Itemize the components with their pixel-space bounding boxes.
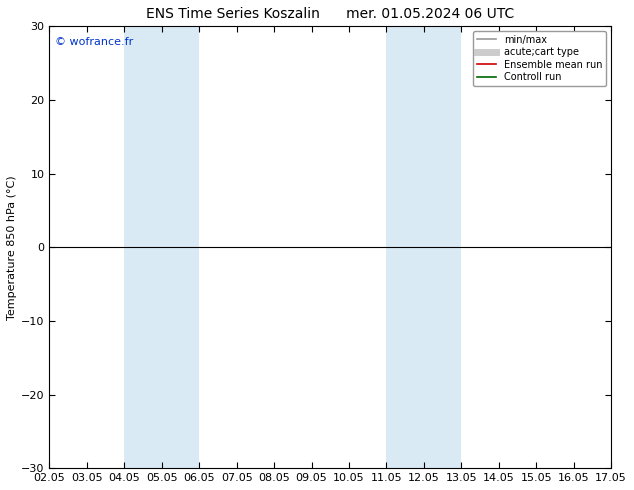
Text: © wofrance.fr: © wofrance.fr	[55, 37, 133, 48]
Y-axis label: Temperature 850 hPa (°C): Temperature 850 hPa (°C)	[7, 175, 17, 319]
Bar	[124, 26, 162, 468]
Bar	[387, 26, 424, 468]
Legend: min/max, acute;cart type, Ensemble mean run, Controll run: min/max, acute;cart type, Ensemble mean …	[473, 31, 606, 86]
Title: ENS Time Series Koszalin      mer. 01.05.2024 06 UTC: ENS Time Series Koszalin mer. 01.05.2024…	[146, 7, 514, 21]
Bar	[424, 26, 462, 468]
Bar	[162, 26, 199, 468]
